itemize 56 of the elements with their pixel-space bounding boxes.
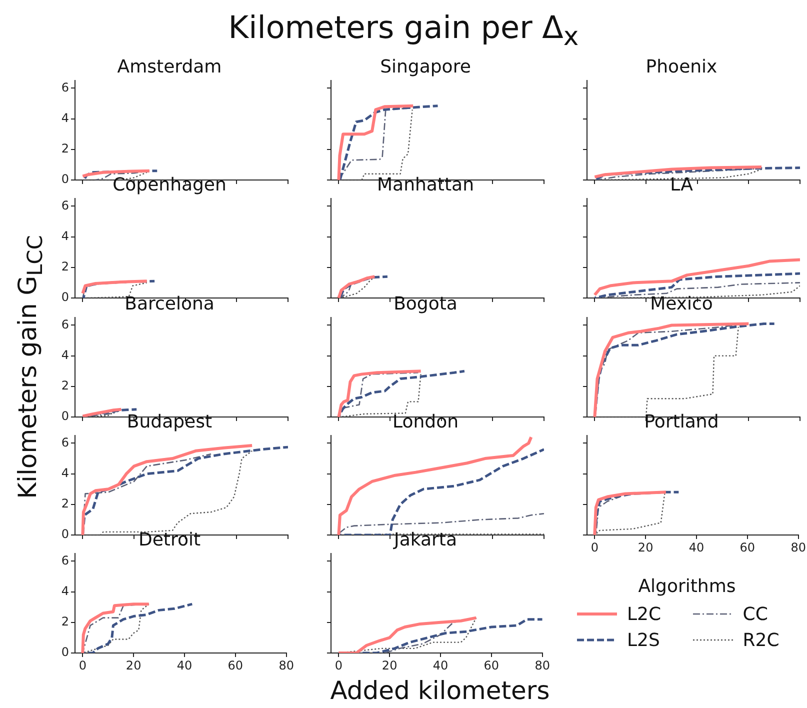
y-tick-label: 4 (61, 348, 69, 362)
x-tick-label: 40 (688, 540, 704, 554)
y-tick-label: 4 (61, 584, 69, 598)
text: Kilometers gain per Δ$_{x}$ (227, 10, 580, 52)
y-tick-label: 0 (61, 172, 69, 186)
y-tick-label: 6 (61, 317, 69, 332)
legend-label: CC (742, 604, 768, 624)
text: Added kilometers (329, 676, 551, 705)
chart-title: Mexico (650, 293, 713, 314)
x-tick-label: 20 (382, 658, 398, 672)
y-tick-label: 2 (61, 142, 69, 156)
chart-title: Jakarta (393, 529, 457, 550)
x-tick-label: 0 (334, 658, 342, 672)
y-tick-label: 0 (61, 527, 69, 542)
chart-title: LA (670, 174, 694, 196)
y-tick-label: 0 (61, 645, 69, 660)
x-tick-label: 40 (432, 658, 448, 672)
y-tick-label: 6 (61, 198, 69, 212)
chart-title: Detroit (138, 529, 201, 550)
y-tick-label: 2 (61, 614, 69, 629)
legend-label: R2C (742, 630, 780, 650)
x-tick-label: 40 (176, 658, 192, 672)
x-tick-label: 20 (126, 658, 142, 672)
legend-title: Algorithms (637, 576, 737, 597)
y-tick-label: 4 (61, 110, 69, 125)
chart-title: Barcelona (124, 293, 214, 314)
x-tick-label: 20 (638, 540, 654, 554)
x-tick-label: 60 (484, 658, 500, 672)
chart-title: Manhattan (377, 174, 474, 196)
y-tick-label: 2 (61, 378, 69, 393)
x-tick-label: 0 (590, 540, 598, 554)
chart-title: Budapest (126, 411, 212, 432)
y-tick-label: 0 (61, 409, 69, 424)
x-tick-label: 60 (228, 658, 244, 672)
x-tick-label: 80 (534, 658, 550, 672)
y-tick-label: 2 (61, 260, 69, 274)
y-tick-label: 2 (61, 496, 69, 511)
chart-title: Bogota (394, 293, 458, 314)
y-tick-label: 4 (61, 228, 69, 243)
legend-label: L2C (627, 604, 662, 624)
chart-title: Amsterdam (117, 56, 222, 78)
x-tick-label: 80 (278, 658, 294, 672)
x-tick-label: 80 (790, 540, 806, 554)
y-tick-label: 4 (61, 466, 69, 480)
y-tick-label: 0 (61, 290, 69, 304)
x-tick-label: 60 (740, 540, 756, 554)
y-tick-label: 6 (61, 80, 69, 94)
x-tick-label: 0 (78, 658, 86, 672)
chart-title: Portland (644, 411, 719, 432)
chart-title: Phoenix (646, 56, 718, 78)
chart-title: London (392, 411, 458, 432)
chart-title: Copenhagen (112, 174, 226, 196)
chart-title: Singapore (380, 56, 471, 78)
y-tick-label: 6 (61, 435, 69, 450)
y-tick-label: 6 (61, 553, 69, 568)
legend-label: L2S (627, 630, 660, 650)
